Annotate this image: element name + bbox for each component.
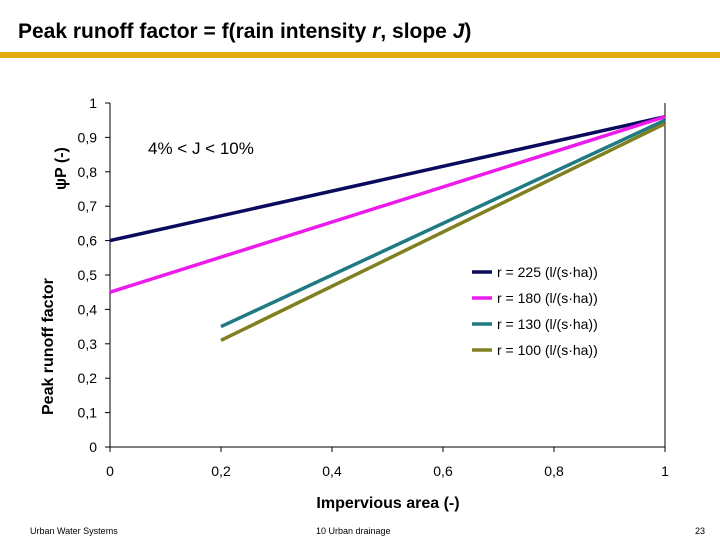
- y-axis-symbol: ψP (-): [53, 147, 70, 190]
- chart-legend: r = 225 (l/(s·ha)) r = 180 (l/(s·ha)) r = …: [472, 264, 598, 358]
- series-line-1: [109, 115, 666, 243]
- legend-label-3: r = 130 (l/(s·ha)): [497, 316, 598, 332]
- y-tick-label: 0,5: [78, 267, 98, 283]
- slope-annotation: 4% < J < 10%: [148, 139, 254, 158]
- legend-label-4: r = 100 (l/(s·ha)): [497, 342, 598, 358]
- y-tick-label: 0,2: [78, 370, 98, 386]
- y-tick-label: 0: [89, 439, 97, 455]
- slide-title: Peak runoff factor = f(rain intensity r,…: [18, 20, 471, 44]
- y-tick-label: 1: [89, 95, 97, 111]
- x-tick-label: 0,2: [211, 463, 231, 479]
- title-text-suffix: ): [464, 20, 472, 43]
- footer-chapter: 10 Urban drainage: [316, 526, 391, 536]
- x-tick-label: 0,4: [322, 463, 342, 479]
- legend-label-2: r = 180 (l/(s·ha)): [497, 290, 598, 306]
- series-line-4: [220, 122, 666, 342]
- legend-label-1: r = 225 (l/(s·ha)): [497, 264, 598, 280]
- x-tick-label: 0: [106, 463, 114, 479]
- x-tick-label: 0,8: [544, 463, 564, 479]
- x-tick-label: 0,6: [433, 463, 453, 479]
- y-tick-label: 0,1: [78, 405, 98, 421]
- footer-page-number: 23: [695, 526, 706, 536]
- chart-series: [109, 115, 666, 342]
- y-tick-label: 0,4: [78, 301, 98, 317]
- y-tick-label: 0,6: [78, 233, 98, 249]
- title-underline: [0, 52, 720, 58]
- series-line-3: [220, 118, 666, 329]
- series-line-2: [109, 115, 666, 294]
- y-tick-label: 0,7: [78, 198, 98, 214]
- y-tick-label: 0,8: [78, 164, 98, 180]
- title-text-prefix: Peak runoff factor = f(rain intensity: [18, 20, 373, 43]
- title-symbol-r: r: [372, 20, 381, 43]
- footer-course: Urban Water Systems: [30, 526, 118, 536]
- y-tick-label: 0,9: [78, 129, 98, 145]
- title-text-mid: , slope: [380, 20, 453, 43]
- y-axis-label: Peak runoff factor: [40, 278, 57, 415]
- chart-axes: 0 0,1 0,2 0,3 0,4 0,5 0,6 0,7 0,8 0,9 1 0 0,2 0,4 0,6 0…: [78, 95, 670, 479]
- title-symbol-j: J: [452, 20, 465, 43]
- y-tick-label: 0,3: [78, 336, 98, 352]
- x-axis-label: Impervious area (-): [316, 495, 459, 512]
- x-tick-label: 1: [661, 463, 669, 479]
